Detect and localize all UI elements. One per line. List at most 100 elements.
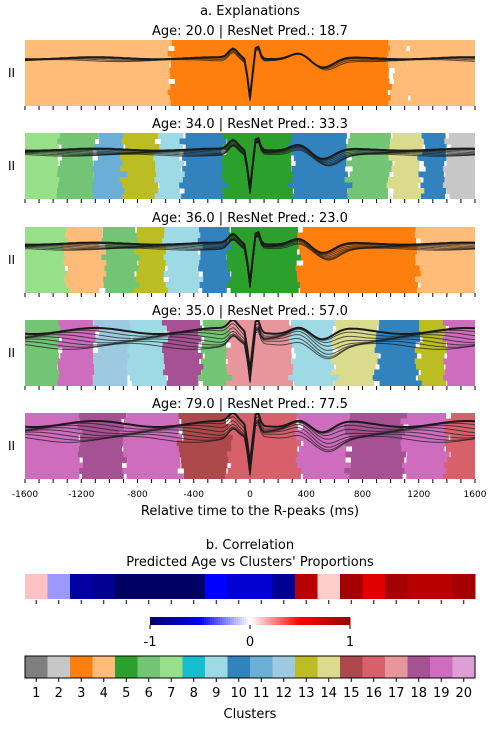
segment <box>372 375 416 381</box>
segment <box>392 193 425 199</box>
segment <box>167 89 388 96</box>
segment <box>119 166 157 172</box>
segment <box>182 177 226 183</box>
segment <box>394 67 409 74</box>
colorbar-step <box>264 617 267 625</box>
segment <box>390 95 408 101</box>
colorbar-step <box>326 617 329 625</box>
panel-1: Age: 20.0 | ResNet Pred.: 18.7 II <box>8 24 476 110</box>
cluster-swatch <box>362 656 386 678</box>
colorbar-step <box>270 617 273 625</box>
segment <box>301 254 417 261</box>
segment <box>94 364 128 370</box>
x-axis: -1600 -1200 -800 -400 0 400 800 1200 1600 <box>12 490 487 500</box>
segment <box>170 100 390 106</box>
segment <box>292 133 347 139</box>
correlation-cell <box>295 574 318 599</box>
colorbar-step <box>212 617 215 625</box>
segment <box>92 188 129 194</box>
segment <box>351 155 391 161</box>
segment <box>25 45 169 52</box>
segment <box>425 166 448 172</box>
segment <box>25 435 79 441</box>
cluster-label: 17 <box>388 686 405 701</box>
segment <box>57 188 96 194</box>
segment <box>156 171 187 178</box>
colorbar-step <box>284 617 287 625</box>
segment <box>290 138 347 145</box>
segment <box>25 78 169 85</box>
segment <box>447 353 475 359</box>
segment <box>92 358 135 365</box>
segment <box>200 254 227 261</box>
segment <box>392 73 408 79</box>
segment <box>388 40 409 46</box>
segment <box>63 243 100 250</box>
correlation-cell <box>92 574 116 599</box>
segment <box>57 166 98 172</box>
segment <box>25 84 174 90</box>
segment <box>415 260 475 266</box>
segment <box>25 227 73 233</box>
colorbar-step <box>348 617 351 625</box>
correlation-cell <box>25 574 48 599</box>
colorbar-step <box>320 617 323 625</box>
segment <box>223 193 293 199</box>
segment <box>377 358 417 365</box>
cluster-label: 7 <box>167 686 175 701</box>
segment <box>168 276 205 283</box>
segment <box>185 144 223 150</box>
segment <box>228 232 303 239</box>
segment <box>444 177 475 183</box>
segment <box>25 282 68 288</box>
segment <box>445 446 475 452</box>
x-tick-label: 1600 <box>464 490 487 500</box>
segment <box>291 358 332 365</box>
segment <box>25 413 82 419</box>
segment <box>223 166 292 172</box>
segment <box>63 249 108 255</box>
segment <box>171 40 389 46</box>
segment <box>129 342 164 348</box>
segment <box>232 375 294 381</box>
segment <box>349 418 404 425</box>
segment <box>129 320 165 326</box>
colorbar-step <box>246 617 249 625</box>
segment <box>59 369 100 376</box>
colorbar-step <box>276 617 279 625</box>
clusters-axis-label: Clusters <box>224 707 277 722</box>
segment <box>178 413 232 419</box>
segment <box>407 62 475 68</box>
segment <box>169 67 389 74</box>
segment <box>200 232 233 239</box>
segment <box>135 276 164 283</box>
segment <box>400 418 451 425</box>
segment <box>404 100 475 106</box>
segment <box>119 177 158 183</box>
segment <box>424 188 447 194</box>
segment <box>92 380 128 386</box>
segment <box>25 358 65 365</box>
segment <box>291 166 346 172</box>
segment <box>25 100 172 106</box>
cluster-label: 13 <box>298 686 315 701</box>
segment <box>163 254 206 261</box>
segment <box>393 188 427 194</box>
colorbar-step <box>308 617 311 625</box>
segment <box>99 325 135 332</box>
cluster-swatch <box>250 656 273 678</box>
colorbar-step <box>152 617 155 625</box>
segment <box>414 232 475 239</box>
colorbar-step <box>158 617 161 625</box>
segment <box>25 265 65 272</box>
colorbar-step <box>170 617 173 625</box>
segment <box>58 320 93 326</box>
segment <box>182 166 230 172</box>
segment <box>93 353 132 359</box>
segment <box>443 358 475 365</box>
segment <box>25 155 58 161</box>
segment <box>25 468 80 474</box>
segment <box>347 193 389 199</box>
segment <box>25 182 63 189</box>
segment <box>421 193 446 199</box>
